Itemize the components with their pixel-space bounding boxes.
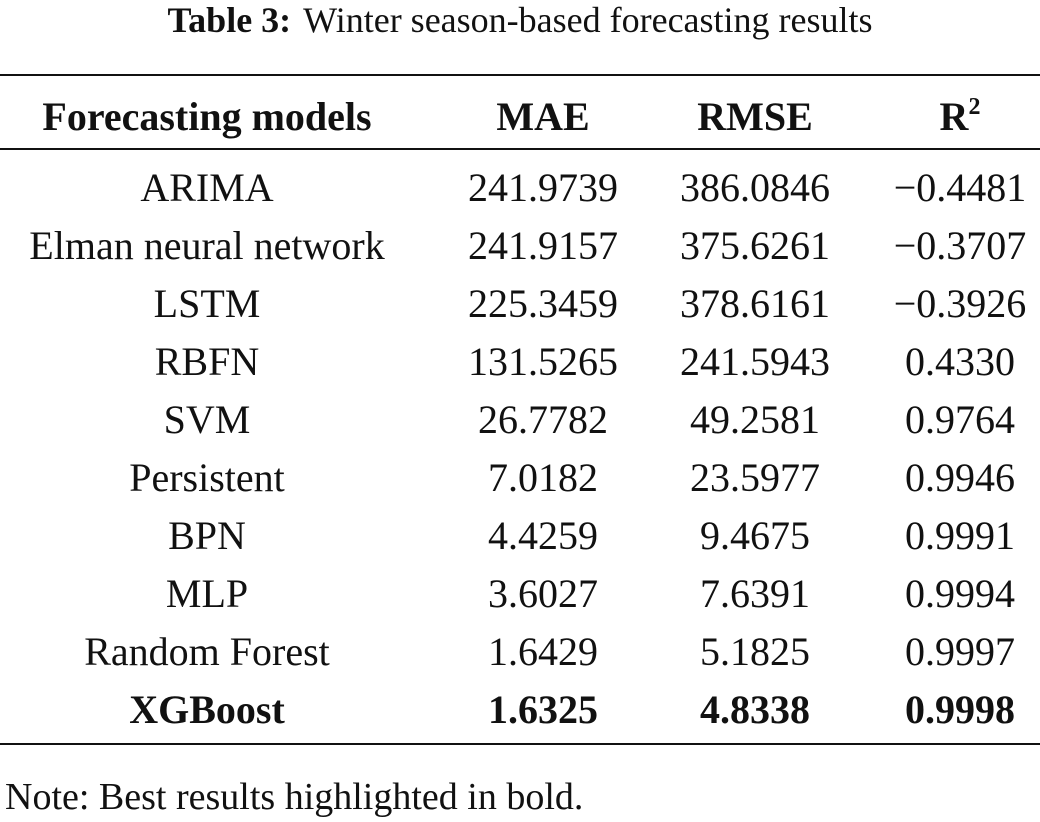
header-cell: R2 [939,94,981,139]
model-name: Elman neural network [29,223,385,268]
caption-label: Table 3: [167,0,292,40]
metric-value: 3.6027 [488,571,598,616]
model-name: XGBoost [129,687,285,732]
metric-value: 0.9994 [905,571,1015,616]
metric-value: 5.1825 [700,629,810,674]
metric-value: 4.4259 [488,513,598,558]
metric-value: 0.9997 [905,629,1015,674]
top-rule [0,74,1040,76]
model-name: BPN [168,513,246,558]
metric-value: 1.6325 [488,687,598,732]
metric-value: −0.4481 [893,165,1027,210]
metric-value: 1.6429 [488,629,598,674]
table-caption: Table 3: Winter season-based forecasting … [0,0,1040,40]
metric-value: 131.5265 [468,339,618,384]
metric-value: 386.0846 [680,165,830,210]
model-name: LSTM [153,281,261,326]
metric-value: 241.5943 [680,339,830,384]
metric-value: 7.0182 [488,455,598,500]
metric-value: 9.4675 [700,513,810,558]
metric-value: 0.9946 [905,455,1015,500]
model-name: Persistent [129,455,285,500]
metric-value: 4.8338 [700,687,810,732]
metric-value: 0.9991 [905,513,1015,558]
header-cell: MAE [496,94,590,139]
header-rule [0,148,1040,150]
model-name: MLP [165,571,249,616]
caption-text: Winter season-based forecasting results [303,0,873,40]
metric-value: 241.9739 [468,165,618,210]
header-cell: RMSE [697,94,813,139]
metric-value: −0.3707 [893,223,1027,268]
header-cell: Forecasting models [42,94,372,139]
model-name: Random Forest [84,629,330,674]
model-name: SVM [163,397,251,442]
metric-value: 49.2581 [690,397,820,442]
metric-value: 0.9764 [905,397,1015,442]
metric-value: 225.3459 [468,281,618,326]
bottom-rule [0,743,1040,745]
model-name: RBFN [154,339,260,384]
metric-value: 241.9157 [468,223,618,268]
metric-value: 26.7782 [478,397,608,442]
metric-value: 7.6391 [700,571,810,616]
metric-value: 378.6161 [680,281,830,326]
metric-value: 23.5977 [690,455,820,500]
model-name: ARIMA [140,165,274,210]
metric-value: 0.9998 [905,687,1015,732]
metric-value: −0.3926 [893,281,1027,326]
superscript: 2 [968,94,981,120]
table-note: Note: Best results highlighted in bold. [5,776,584,818]
metric-value: 375.6261 [680,223,830,268]
metric-value: 0.4330 [905,339,1015,384]
